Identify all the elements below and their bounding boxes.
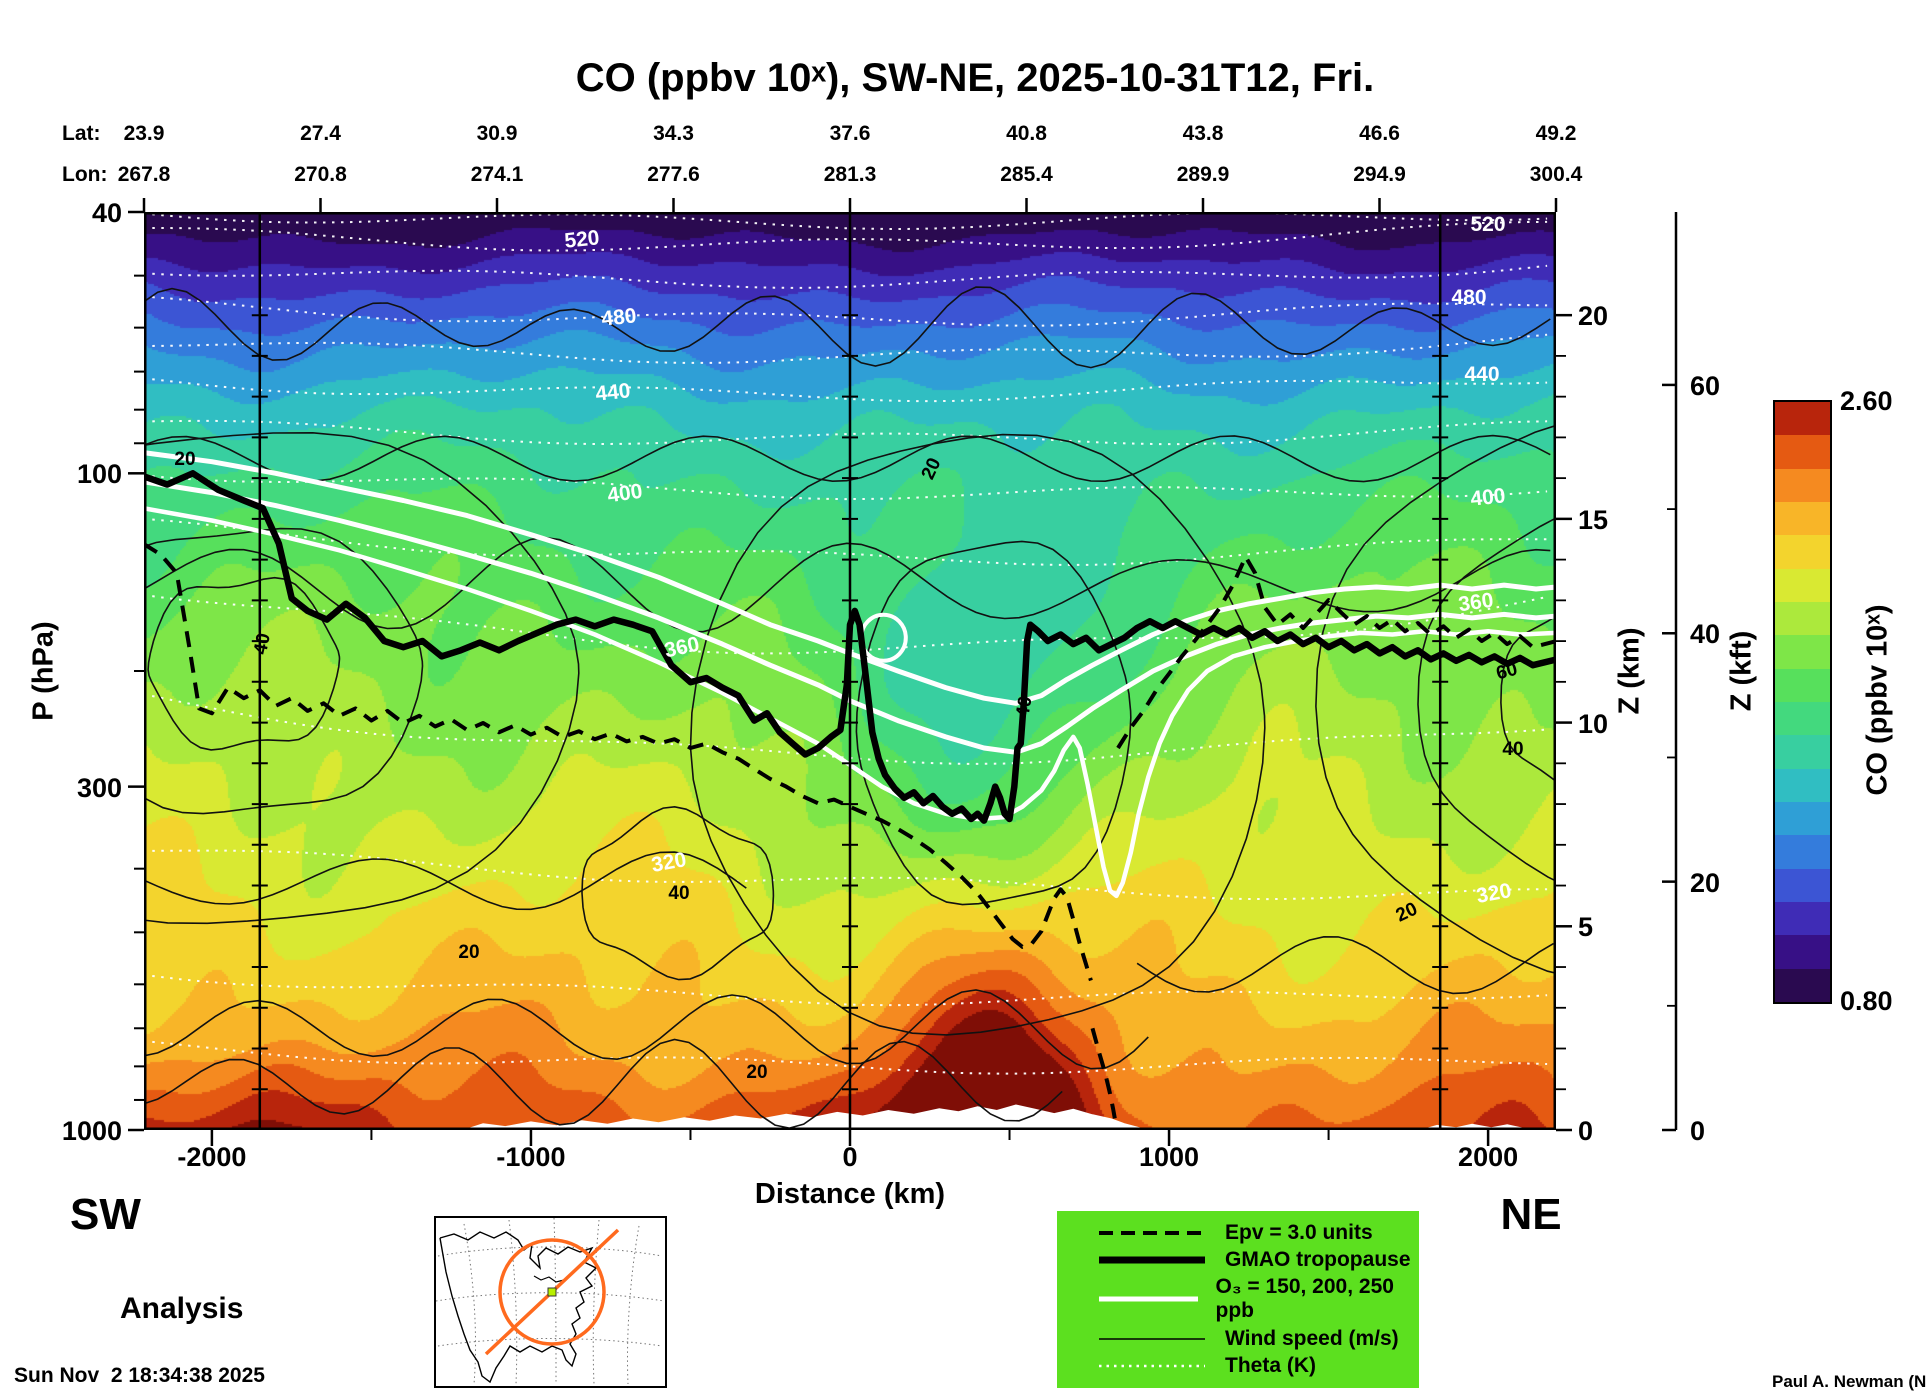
lat-value: 34.3 bbox=[653, 122, 694, 145]
z-kft-tick-label: 60 bbox=[1690, 370, 1721, 401]
lon-value: 289.9 bbox=[1176, 163, 1230, 186]
colorbar-title: CO (ppbv 10ˣ) bbox=[1861, 604, 1894, 796]
colorbar-min-label: 0.80 bbox=[1840, 986, 1893, 1016]
colorbar-cell bbox=[1775, 402, 1830, 436]
credit: Paul A. Newman (NASA bbox=[1772, 1372, 1926, 1391]
ne-corner-label: NE bbox=[1500, 1190, 1562, 1239]
legend-label: Theta (K) bbox=[1225, 1354, 1316, 1378]
x-tick-label: 2000 bbox=[1458, 1142, 1519, 1172]
x-tick-label: -2000 bbox=[177, 1142, 247, 1172]
pressure-axis-label: P (hPa) bbox=[27, 621, 60, 721]
lat-value: 23.9 bbox=[123, 122, 165, 145]
colorbar-cell bbox=[1775, 435, 1830, 470]
lon-axis-prefix: Lon: bbox=[62, 163, 108, 186]
lat-value: 46.6 bbox=[1359, 122, 1400, 145]
p-tick-label: 1000 bbox=[61, 1116, 122, 1146]
z-km-tick-label: 10 bbox=[1578, 708, 1609, 739]
lat-axis-prefix: Lat: bbox=[62, 122, 101, 145]
colorbar-cell bbox=[1775, 635, 1830, 670]
legend-item-tropopause: GMAO tropopause bbox=[1097, 1248, 1419, 1272]
legend-label: Epv = 3.0 units bbox=[1225, 1220, 1373, 1244]
timestamp: Sun Nov 2 18:34:38 2025 bbox=[14, 1364, 265, 1387]
p-tick-label: 100 bbox=[76, 459, 122, 490]
colorbar-cell bbox=[1775, 502, 1830, 536]
lat-value: 30.9 bbox=[476, 122, 518, 145]
legend-item-o3: O₃ = 150, 200, 250 ppb bbox=[1097, 1275, 1419, 1323]
lat-value: 27.4 bbox=[300, 122, 341, 145]
lon-value: 274.1 bbox=[470, 163, 524, 186]
colorbar-cell bbox=[1775, 802, 1830, 836]
lon-value: 277.6 bbox=[647, 163, 700, 186]
legend-label: O₃ = 150, 200, 250 ppb bbox=[1215, 1275, 1394, 1323]
lon-value: 270.8 bbox=[294, 163, 347, 186]
lon-value: 285.4 bbox=[1000, 163, 1053, 186]
colorbar-cell bbox=[1775, 768, 1830, 803]
legend-sample-wind bbox=[1099, 1338, 1205, 1340]
sw-corner-label: SW bbox=[70, 1190, 141, 1239]
colorbar-cell bbox=[1775, 602, 1830, 636]
z-kft-tick-label: 20 bbox=[1690, 867, 1721, 898]
legend-item-wind: Wind speed (m/s) bbox=[1097, 1327, 1419, 1351]
z-km-tick-label: 20 bbox=[1578, 301, 1609, 332]
colorbar-cell bbox=[1775, 468, 1830, 503]
legend-item-theta: Theta (K) bbox=[1097, 1354, 1419, 1378]
colorbar-cell bbox=[1775, 668, 1830, 703]
p-tick-label: 40 bbox=[91, 198, 122, 228]
great-lakes bbox=[533, 1275, 565, 1283]
inset-map bbox=[434, 1216, 667, 1388]
p-tick-label: 300 bbox=[76, 772, 122, 803]
colorbar-max-label: 2.60 bbox=[1840, 386, 1893, 416]
z-km-tick-label: 0 bbox=[1578, 1116, 1594, 1146]
legend: Epv = 3.0 units GMAO tropopause O₃ = 150, … bbox=[1057, 1211, 1419, 1388]
contour-overlay bbox=[144, 212, 1556, 1130]
lat-value: 37.6 bbox=[829, 122, 871, 145]
page-title: CO (ppbv 10ˣ), SW-NE, 2025-10-31T12, Fri… bbox=[575, 56, 1375, 100]
analysis-label: Analysis bbox=[120, 1292, 244, 1325]
colorbar-cell bbox=[1775, 902, 1830, 936]
legend-label: Wind speed (m/s) bbox=[1225, 1326, 1399, 1350]
lon-value: 300.4 bbox=[1529, 163, 1583, 186]
x-tick-label: 0 bbox=[842, 1142, 858, 1172]
colorbar-cell bbox=[1775, 568, 1830, 603]
lat-value: 43.8 bbox=[1182, 122, 1224, 145]
lon-value: 267.8 bbox=[117, 163, 171, 186]
x-tick-label: -1000 bbox=[496, 1142, 566, 1172]
legend-item-epv: Epv = 3.0 units bbox=[1097, 1221, 1419, 1245]
legend-sample-tropopause bbox=[1099, 1256, 1205, 1264]
colorbar-cell bbox=[1775, 702, 1830, 736]
lat-value: 49.2 bbox=[1535, 122, 1577, 145]
midpoint-marker bbox=[547, 1287, 557, 1297]
colorbar-cell bbox=[1775, 835, 1830, 870]
lon-value: 281.3 bbox=[823, 163, 877, 186]
colorbar-cell bbox=[1775, 968, 1830, 1003]
z-kft-tick-label: 40 bbox=[1690, 619, 1721, 650]
colorbar-cell bbox=[1775, 868, 1830, 903]
z-kft-axis-label: Z (kft) bbox=[1725, 630, 1758, 712]
legend-sample-theta bbox=[1099, 1365, 1205, 1368]
z-kft-tick-label: 0 bbox=[1690, 1116, 1706, 1146]
lon-value: 294.9 bbox=[1353, 163, 1406, 186]
legend-label: GMAO tropopause bbox=[1225, 1248, 1411, 1272]
z-km-tick-label: 15 bbox=[1578, 504, 1609, 535]
legend-sample-epv bbox=[1099, 1230, 1205, 1235]
colorbar-cell bbox=[1775, 535, 1830, 570]
colorbar bbox=[1773, 400, 1832, 1004]
z-km-tick-label: 5 bbox=[1578, 912, 1594, 943]
colorbar-cell bbox=[1775, 735, 1830, 770]
inset-map-frame bbox=[434, 1216, 667, 1388]
z-km-axis-label: Z (km) bbox=[1613, 627, 1646, 715]
lat-value: 40.8 bbox=[1006, 122, 1047, 145]
distance-axis-label: Distance (km) bbox=[754, 1178, 946, 1210]
legend-sample-o3 bbox=[1099, 1296, 1198, 1302]
colorbar-cell bbox=[1775, 935, 1830, 970]
cross-section-circle bbox=[498, 1238, 606, 1346]
x-tick-label: 1000 bbox=[1139, 1142, 1200, 1172]
